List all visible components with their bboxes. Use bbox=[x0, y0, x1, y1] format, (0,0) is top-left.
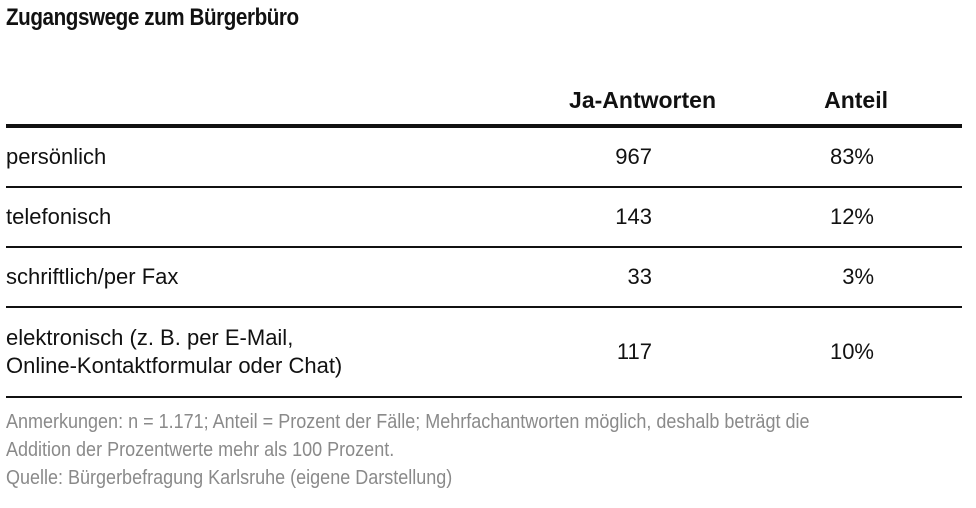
table-row: elektronisch (z. B. per E-Mail, Online-K… bbox=[6, 308, 962, 398]
row-anteil-value: 10% bbox=[829, 339, 874, 364]
row-anteil-value: 3% bbox=[842, 264, 874, 289]
row-label: persönlich bbox=[6, 144, 107, 169]
row-ja-value: 117 bbox=[616, 339, 652, 364]
row-ja-value: 967 bbox=[615, 144, 652, 169]
row-label: telefonisch bbox=[6, 204, 112, 229]
table-header-row: Ja-Antworten Anteil bbox=[6, 78, 962, 128]
table-notes: Anmerkungen: n = 1.171; Anteil = Prozent… bbox=[6, 408, 809, 492]
row-ja-value: 143 bbox=[615, 204, 652, 229]
table-row: telefonisch 143 12% bbox=[6, 188, 962, 248]
table-title: Zugangswege zum Bürgerbüro bbox=[6, 4, 299, 31]
row-label: elektronisch (z. B. per E-Mail, Online-K… bbox=[6, 325, 343, 378]
notes-line-1: Anmerkungen: n = 1.171; Anteil = Prozent… bbox=[6, 411, 810, 433]
header-anteil: Anteil bbox=[824, 87, 888, 113]
row-anteil-value: 83% bbox=[829, 144, 874, 169]
data-table: Ja-Antworten Anteil persönlich 967 83% t… bbox=[6, 78, 962, 398]
notes-line-2: Addition der Prozentwerte mehr als 100 P… bbox=[6, 439, 395, 461]
header-ja-antworten: Ja-Antworten bbox=[569, 87, 716, 113]
source-line: Quelle: Bürgerbefragung Karlsruhe (eigen… bbox=[6, 467, 453, 489]
row-ja-value: 33 bbox=[627, 264, 652, 289]
row-label: schriftlich/per Fax bbox=[6, 264, 179, 289]
row-anteil-value: 12% bbox=[829, 204, 874, 229]
table-row: schriftlich/per Fax 33 3% bbox=[6, 248, 962, 308]
table-row: persönlich 967 83% bbox=[6, 128, 962, 188]
